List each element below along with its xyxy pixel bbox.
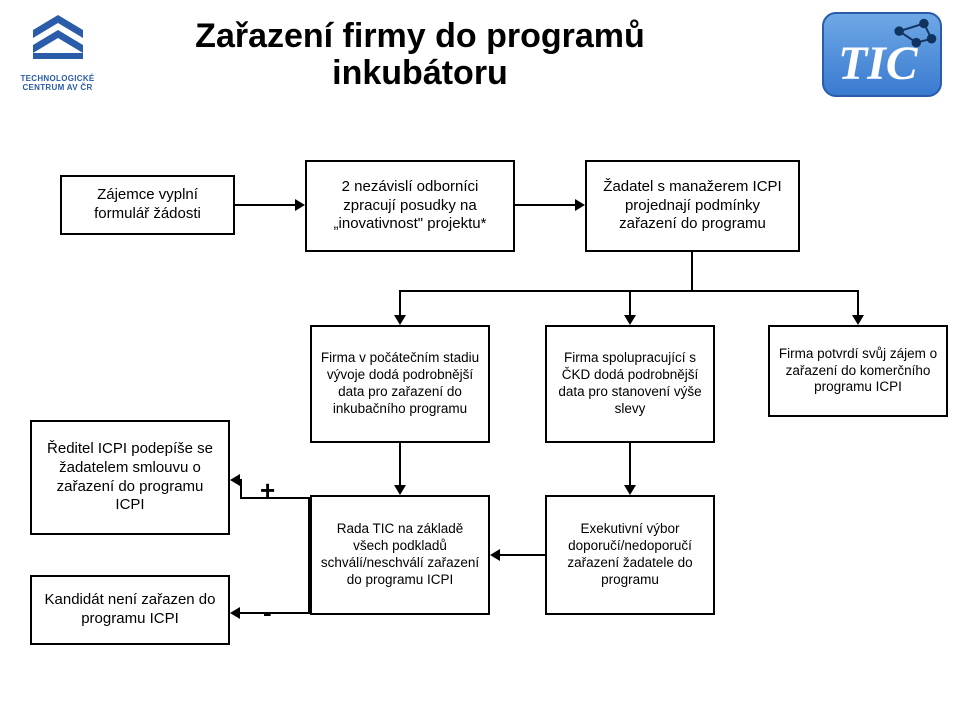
edge-bus-n5 (629, 290, 631, 315)
edge-n9-n8 (500, 554, 545, 556)
edge-n8-n7-plus-v (240, 479, 242, 499)
logo-tc-avcr: TECHNOLOGICKÉ CENTRUM AV ČR (10, 10, 105, 120)
arrowhead-icon (230, 607, 240, 619)
node-text: Zájemce vyplní formulář žádosti (70, 186, 225, 224)
node-text: Exekutivní výbor doporučí/nedoporučí zař… (555, 521, 705, 589)
plus-sign: + (260, 475, 275, 506)
edge-n8-n10-minus (240, 612, 310, 614)
node-exec-board: Exekutivní výbor doporučí/nedoporučí zař… (545, 495, 715, 615)
arrowhead-icon (230, 474, 240, 486)
arrowhead-icon (624, 485, 636, 495)
arrowhead-icon (624, 315, 636, 325)
edge-bus-n6 (857, 290, 859, 315)
logo-tc-caption-1: TECHNOLOGICKÉ (10, 74, 105, 83)
node-text: Rada TIC na základě všech podkladů schvá… (320, 521, 480, 589)
node-early-stage-data: Firma v počátečním stadiu vývoje dodá po… (310, 325, 490, 443)
node-confirm-commercial: Firma potvrdí svůj zájem o zařazení do k… (768, 325, 948, 417)
arrowhead-icon (852, 315, 864, 325)
node-director-signs: Ředitel ICPI podepíše se žadatelem smlou… (30, 420, 230, 535)
edge-n8-branch-v (308, 497, 310, 614)
edge-n8-n7-plus (240, 497, 310, 499)
node-text: Žadatel s manažerem ICPI projednají podm… (595, 178, 790, 234)
edge-n3-bus (691, 252, 693, 292)
node-text: Kandidát není zařazen do programu ICPI (40, 591, 220, 629)
logo-tc-caption-2: CENTRUM AV ČR (10, 83, 105, 92)
edge-n2-n3 (515, 204, 575, 206)
node-manager-discuss: Žadatel s manažerem ICPI projednají podm… (585, 160, 800, 252)
arrowhead-icon (394, 485, 406, 495)
node-rada-tic: Rada TIC na základě všech podkladů schvá… (310, 495, 490, 615)
node-experts-review: 2 nezávislí odborníci zpracují posudky n… (305, 160, 515, 252)
logo-tic: TIC (822, 12, 942, 97)
node-text: Firma spolupracující s ČKD dodá podrobně… (555, 350, 705, 418)
node-text: Firma potvrdí svůj zájem o zařazení do k… (778, 346, 938, 397)
arrowhead-icon (490, 549, 500, 561)
node-text: Ředitel ICPI podepíše se žadatelem smlou… (40, 440, 220, 515)
logo-tc-mark (23, 10, 93, 70)
edge-n1-n2 (235, 204, 295, 206)
node-text: 2 nezávislí odborníci zpracují posudky n… (315, 178, 505, 234)
arrowhead-icon (295, 199, 305, 211)
arrowhead-icon (394, 315, 406, 325)
edge-bus-n4 (399, 290, 401, 315)
node-text: Firma v počátečním stadiu vývoje dodá po… (320, 350, 480, 418)
page-title: Zařazení firmy do programů inkubátoru (110, 18, 730, 93)
node-not-assigned: Kandidát není zařazen do programu ICPI (30, 575, 230, 645)
arrowhead-icon (575, 199, 585, 211)
logo-tic-text: TIC (838, 38, 919, 90)
edge-n5-n9 (629, 443, 631, 485)
node-applicant-fills-form: Zájemce vyplní formulář žádosti (60, 175, 235, 235)
node-ckd-data: Firma spolupracující s ČKD dodá podrobně… (545, 325, 715, 443)
edge-n4-n8 (399, 443, 401, 485)
